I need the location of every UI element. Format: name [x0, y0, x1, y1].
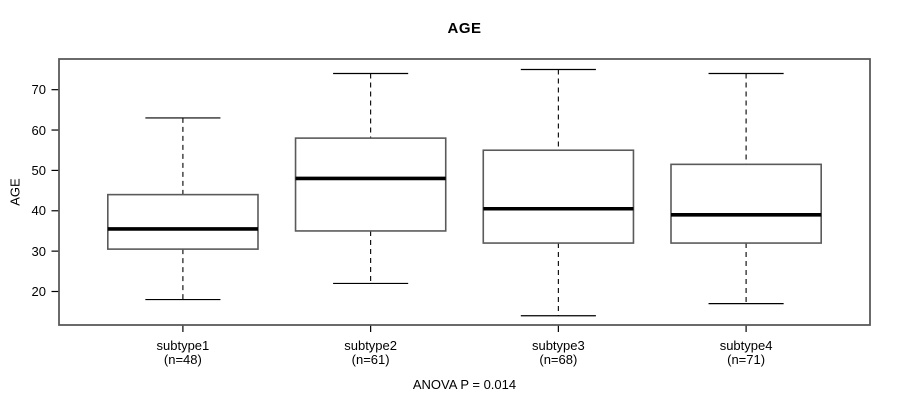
x-tick-sublabel-subtype3: (n=68) — [539, 352, 578, 367]
x-tick-sublabel-subtype1: (n=48) — [163, 352, 202, 367]
boxplot-box-subtype2 — [294, 137, 447, 232]
y-tick-label-40: 40 — [31, 203, 46, 219]
anova-annotation: ANOVA P = 0.014 — [412, 377, 517, 392]
chart-title: AGE — [447, 20, 482, 37]
x-tick-sublabel-subtype2: (n=61) — [351, 352, 390, 367]
y-tick-label-70: 70 — [31, 82, 46, 98]
x-tick-label-subtype3: subtype3 — [531, 338, 585, 353]
y-tick-label-20: 20 — [31, 283, 46, 299]
boxplot-box-subtype3 — [482, 149, 635, 244]
x-tick-label-subtype2: subtype2 — [344, 338, 397, 353]
plot-frame — [58, 58, 871, 326]
y-tick-label-50: 50 — [31, 162, 46, 178]
x-tick-sublabel-subtype4: (n=71) — [727, 352, 766, 367]
boxplot-box-subtype1 — [107, 193, 259, 250]
boxplot-box-subtype4 — [670, 163, 822, 244]
x-tick-label-subtype1: subtype1 — [156, 338, 210, 353]
y-tick-label-60: 60 — [31, 122, 46, 138]
y-tick-label-30: 30 — [31, 243, 46, 259]
x-tick-label-subtype4: subtype4 — [719, 338, 773, 353]
